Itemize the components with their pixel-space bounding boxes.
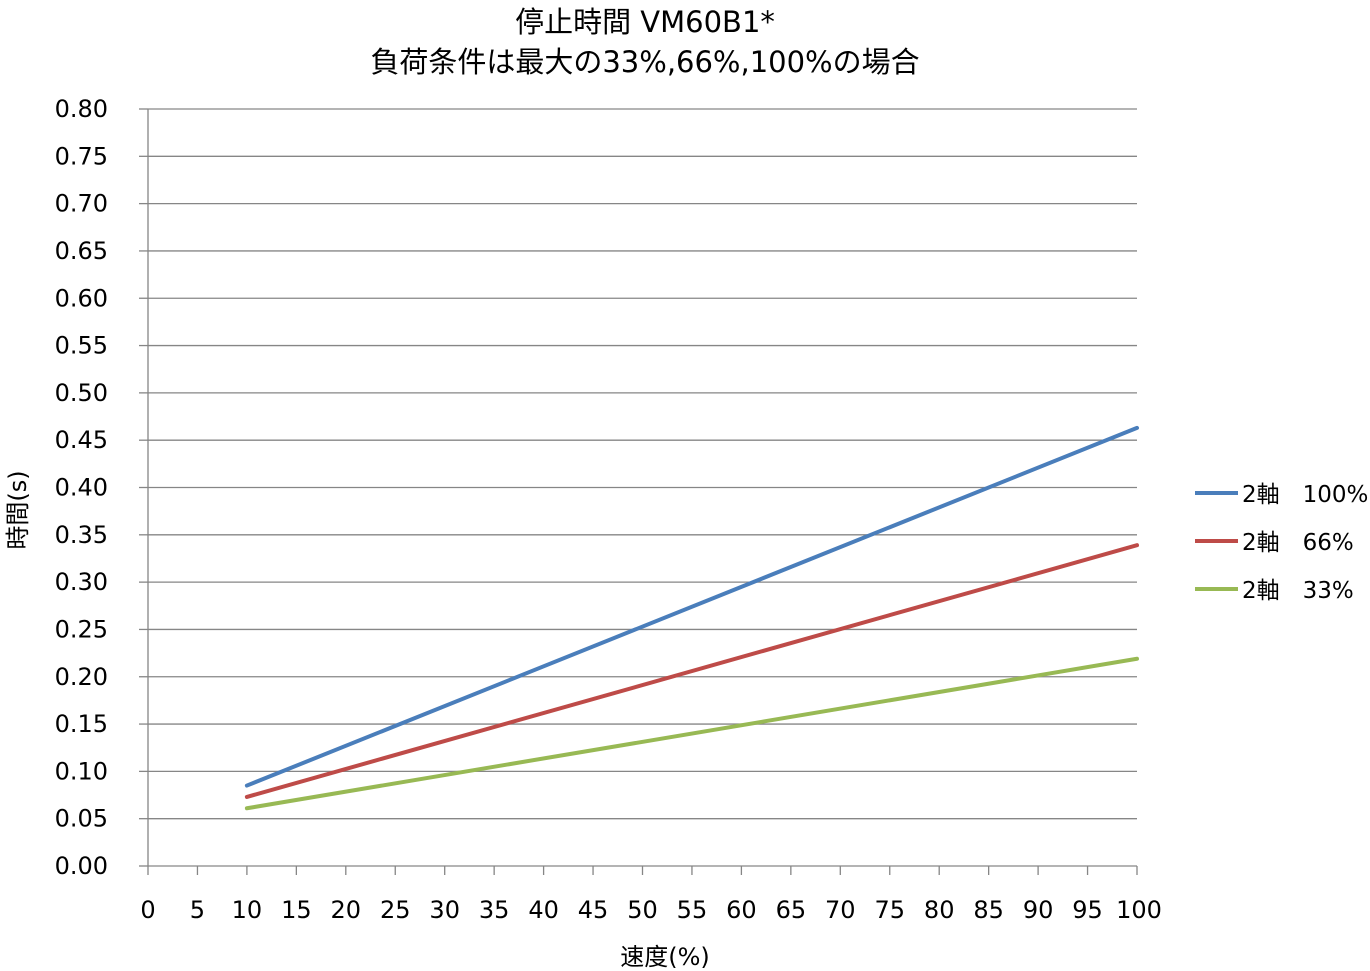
x-tick-label: 15 <box>281 896 312 924</box>
y-tick-label: 0.55 <box>55 332 108 360</box>
series-line <box>244 543 1139 799</box>
x-tick-label: 90 <box>1023 896 1054 924</box>
chart-title-line1: 停止時間 VM60B1* <box>515 5 775 39</box>
legend: 2軸 100% 2軸 66% 2軸 33% <box>1195 482 1368 604</box>
series-line <box>244 656 1139 811</box>
y-tick-label: 0.30 <box>55 568 108 596</box>
x-tick-label: 25 <box>380 896 411 924</box>
x-tick-label: 65 <box>776 896 807 924</box>
y-tick-label: 0.10 <box>55 757 108 785</box>
x-tick-label: 45 <box>578 896 609 924</box>
x-tick-label: 35 <box>479 896 510 924</box>
x-tick-label: 20 <box>331 896 362 924</box>
x-tick-label: 5 <box>190 896 205 924</box>
y-tick-label: 0.05 <box>55 805 108 833</box>
x-tick-label: 80 <box>924 896 955 924</box>
chart-title: 停止時間 VM60B1* 負荷条件は最大の33%,66%,100%の場合 <box>0 2 1290 82</box>
y-tick-label: 0.45 <box>55 426 108 454</box>
x-tick-label: 55 <box>677 896 708 924</box>
y-tick-label: 0.25 <box>55 615 108 643</box>
x-tick-label: 95 <box>1072 896 1103 924</box>
y-tick-label: 0.70 <box>55 190 108 218</box>
series-lines <box>244 425 1139 811</box>
y-tick-label: 0.75 <box>55 142 108 170</box>
tick-labels: 0.00 0.05 0.10 0.15 0.20 0.25 0.30 0.35 0.40 0.45… <box>55 95 1162 924</box>
x-tick-label: 40 <box>528 896 559 924</box>
x-tick-label: 75 <box>874 896 905 924</box>
x-tick-label: 100 <box>1116 896 1162 924</box>
axes <box>139 108 1138 875</box>
x-tick-label: 60 <box>726 896 757 924</box>
y-tick-label: 0.20 <box>55 663 108 691</box>
legend-label: 2軸 100% <box>1242 482 1368 508</box>
y-tick-label: 0.35 <box>55 521 108 549</box>
y-tick-label: 0.00 <box>55 852 108 880</box>
series-line <box>244 425 1139 788</box>
legend-label: 2軸 66% <box>1242 530 1354 556</box>
y-tick-label: 0.40 <box>55 474 108 502</box>
gridlines <box>148 108 1137 820</box>
legend-label: 2軸 33% <box>1242 578 1354 604</box>
x-tick-label: 30 <box>429 896 460 924</box>
x-tick-label: 70 <box>825 896 856 924</box>
x-tick-label: 0 <box>140 896 155 924</box>
x-tick-label: 85 <box>973 896 1004 924</box>
y-tick-label: 0.15 <box>55 710 108 738</box>
x-tick-label: 50 <box>627 896 658 924</box>
x-tick-label: 10 <box>232 896 263 924</box>
y-tick-label: 0.65 <box>55 237 108 265</box>
x-axis-label: 速度(%) <box>620 943 710 971</box>
y-axis-label: 時間(s) <box>4 470 32 549</box>
y-tick-label: 0.80 <box>55 95 108 123</box>
chart-title-line2: 負荷条件は最大の33%,66%,100%の場合 <box>370 45 920 79</box>
y-tick-label: 0.60 <box>55 284 108 312</box>
y-tick-label: 0.50 <box>55 379 108 407</box>
